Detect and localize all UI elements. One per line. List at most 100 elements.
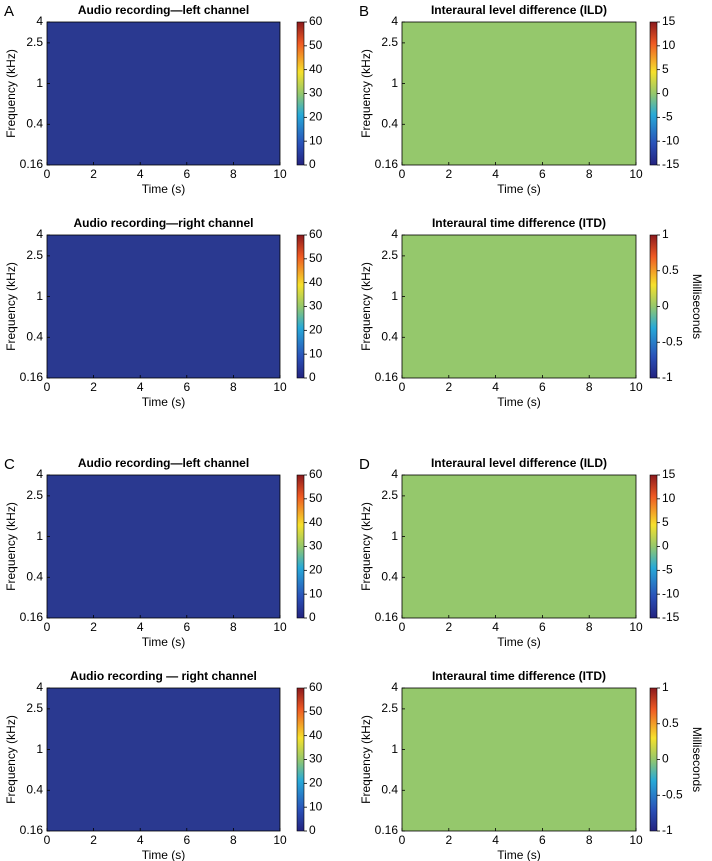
x-axis-label: Time (s) xyxy=(142,395,186,409)
colorbar-tick-label: 10 xyxy=(309,586,323,600)
colorbar-tick-label: 0.5 xyxy=(662,716,679,730)
plot-title: Audio recording—left channel xyxy=(78,3,249,17)
colorbar-tick-label: 10 xyxy=(662,38,676,52)
x-tick-label: 10 xyxy=(629,620,643,634)
y-tick-label: 1 xyxy=(391,289,398,303)
colorbar-tick-label: -1 xyxy=(662,823,673,837)
y-tick-label: 2.5 xyxy=(381,248,398,262)
colorbar-tick-label: 40 xyxy=(309,515,323,529)
colorbar-tick-label: 30 xyxy=(309,299,323,313)
x-tick-label: 6 xyxy=(183,833,190,847)
colorbar-tick-label: -5 xyxy=(662,563,673,577)
y-tick-label: 0.16 xyxy=(375,823,399,837)
y-tick-label: 1 xyxy=(36,289,43,303)
y-tick-label: 2.5 xyxy=(381,35,398,49)
colorbar xyxy=(649,687,658,832)
colorbar-tick-label: 0 xyxy=(309,823,316,837)
panel-label: B xyxy=(359,3,369,20)
colorbar-tick-label: 50 xyxy=(309,251,323,265)
x-tick-label: 0 xyxy=(44,833,51,847)
plot-area xyxy=(46,21,281,166)
colorbar-tick-label: 5 xyxy=(662,62,669,76)
x-axis-label: Time (s) xyxy=(142,635,186,649)
colorbar-tick-label: 0 xyxy=(662,752,669,766)
x-tick-label: 0 xyxy=(44,167,51,181)
y-tick-label: 0.4 xyxy=(26,782,43,796)
y-tick-label: 0.4 xyxy=(381,329,398,343)
x-tick-label: 0 xyxy=(399,380,406,394)
y-tick-label: 0.16 xyxy=(20,610,44,624)
x-tick-label: 0 xyxy=(399,620,406,634)
x-tick-label: 4 xyxy=(492,833,499,847)
y-tick-label: 1 xyxy=(36,529,43,543)
colorbar-tick-label: 0.5 xyxy=(662,263,679,277)
colorbar-label: Milliseconds xyxy=(690,274,704,339)
plot-area xyxy=(401,234,637,379)
y-tick-label: 0.16 xyxy=(20,823,44,837)
y-tick-label: 2.5 xyxy=(26,35,43,49)
y-tick-label: 0.4 xyxy=(381,569,398,583)
colorbar-tick-label: 60 xyxy=(309,680,323,694)
y-tick-label: 0.4 xyxy=(26,116,43,130)
colorbar xyxy=(649,234,658,379)
x-tick-label: 8 xyxy=(230,620,237,634)
colorbar-tick-label: -1 xyxy=(662,370,673,384)
y-axis-label: Frequency (kHz) xyxy=(359,715,373,804)
y-tick-label: 4 xyxy=(391,680,398,694)
colorbar-tick-label: 0 xyxy=(662,299,669,313)
x-tick-label: 4 xyxy=(137,620,144,634)
x-tick-label: 6 xyxy=(183,167,190,181)
colorbar xyxy=(649,21,658,166)
x-tick-label: 2 xyxy=(90,620,97,634)
x-tick-label: 2 xyxy=(90,167,97,181)
colorbar-tick-label: -0.5 xyxy=(662,334,683,348)
colorbar-tick-label: 0 xyxy=(309,610,316,624)
y-axis-label: Frequency (kHz) xyxy=(359,49,373,138)
colorbar-tick-label: 60 xyxy=(309,227,323,241)
y-tick-label: 0.4 xyxy=(26,329,43,343)
y-tick-label: 1 xyxy=(36,742,43,756)
colorbar-tick-label: -15 xyxy=(662,610,680,624)
x-tick-label: 10 xyxy=(629,833,643,847)
y-axis-label: Frequency (kHz) xyxy=(4,49,18,138)
x-tick-label: 2 xyxy=(445,380,452,394)
colorbar-tick-label: 10 xyxy=(309,133,323,147)
plot-title: Interaural time difference (ITD) xyxy=(432,669,606,683)
colorbar-tick-label: 10 xyxy=(309,346,323,360)
x-tick-label: 8 xyxy=(586,167,593,181)
y-tick-label: 0.16 xyxy=(20,370,44,384)
colorbar-tick-label: 10 xyxy=(309,799,323,813)
colorbar-tick-label: -10 xyxy=(662,586,680,600)
y-tick-label: 2.5 xyxy=(381,488,398,502)
y-tick-label: 4 xyxy=(36,14,43,28)
y-axis-label: Frequency (kHz) xyxy=(4,502,18,591)
colorbar-label: Milliseconds xyxy=(690,727,704,792)
plot-title: Audio recording—right channel xyxy=(73,216,253,230)
y-tick-label: 0.4 xyxy=(26,569,43,583)
colorbar-tick-label: -0.5 xyxy=(662,787,683,801)
x-tick-label: 4 xyxy=(492,167,499,181)
plot-title: Interaural level difference (ILD) xyxy=(431,3,607,17)
colorbar-tick-label: 30 xyxy=(309,752,323,766)
colorbar-tick-label: 0 xyxy=(309,157,316,171)
plot-area xyxy=(46,687,281,832)
plot-area xyxy=(401,687,637,832)
panel-label: D xyxy=(359,456,370,473)
plot-area xyxy=(401,474,637,619)
y-tick-label: 1 xyxy=(391,529,398,543)
colorbar-tick-label: 50 xyxy=(309,38,323,52)
colorbar-tick-label: 20 xyxy=(309,563,323,577)
x-tick-label: 4 xyxy=(492,620,499,634)
colorbar-tick-label: 50 xyxy=(309,704,323,718)
plot-area xyxy=(401,21,637,166)
x-tick-label: 2 xyxy=(445,833,452,847)
x-tick-label: 10 xyxy=(273,833,287,847)
plot-area xyxy=(46,234,281,379)
panel-label: A xyxy=(4,3,14,20)
panel-label: C xyxy=(4,456,15,473)
colorbar-tick-label: 30 xyxy=(309,539,323,553)
y-tick-label: 1 xyxy=(36,76,43,90)
y-tick-label: 4 xyxy=(36,467,43,481)
x-tick-label: 4 xyxy=(137,380,144,394)
